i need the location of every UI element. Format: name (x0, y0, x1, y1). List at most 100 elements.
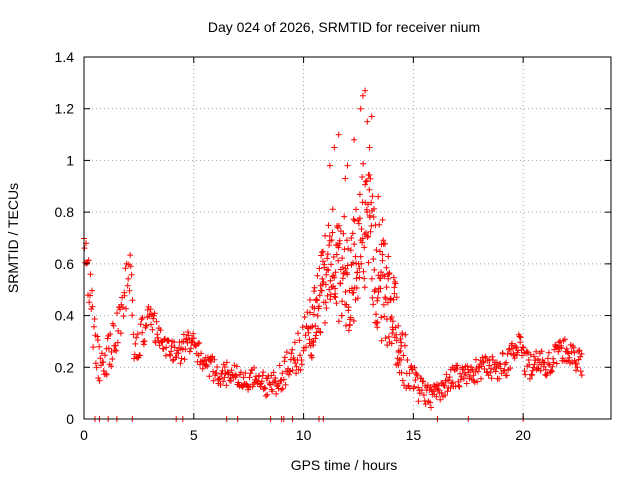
data-point (324, 266, 330, 273)
data-point (141, 338, 148, 345)
data-point (272, 378, 279, 385)
data-point (411, 383, 418, 390)
data-point (445, 377, 452, 384)
data-point (326, 242, 333, 249)
data-point (89, 303, 96, 310)
data-point (393, 294, 400, 301)
data-point (137, 352, 143, 359)
data-point (151, 310, 158, 317)
data-point (374, 294, 381, 301)
data-point (163, 344, 170, 351)
data-point (346, 322, 353, 329)
data-point (188, 339, 195, 346)
data-point (289, 367, 296, 374)
data-point (501, 367, 508, 374)
data-point (544, 355, 551, 362)
data-point (94, 337, 101, 344)
data-point (381, 313, 388, 320)
data-point (545, 349, 552, 356)
data-point (105, 345, 112, 352)
data-point (282, 381, 289, 388)
x-tick-label: 15 (406, 427, 422, 443)
data-point (215, 376, 222, 383)
data-point (533, 348, 540, 355)
data-point (168, 348, 175, 355)
data-point (577, 353, 584, 360)
data-point (251, 364, 258, 371)
data-point (443, 371, 450, 378)
data-point (369, 193, 376, 200)
data-point (223, 382, 230, 389)
data-point (350, 216, 357, 223)
data-point (519, 352, 525, 359)
data-point (374, 297, 381, 304)
data-point (550, 359, 557, 366)
data-point (211, 356, 218, 363)
data-point (392, 280, 399, 287)
data-point (331, 144, 338, 151)
data-point (107, 331, 114, 338)
data-point (415, 398, 422, 405)
data-point (382, 240, 388, 247)
data-point (412, 377, 419, 383)
data-point (402, 342, 408, 349)
data-point (133, 334, 140, 341)
data-point (553, 360, 560, 367)
data-point (109, 356, 116, 362)
data-point (397, 347, 404, 354)
data-point (206, 373, 213, 380)
data-point (384, 299, 391, 306)
data-point (89, 287, 95, 294)
data-point (373, 320, 380, 326)
data-point (92, 360, 99, 367)
data-point (127, 252, 134, 259)
data-point (503, 359, 510, 366)
y-tick-label: 0.6 (55, 256, 75, 272)
data-point (381, 273, 388, 280)
data-point (288, 350, 295, 357)
data-point (335, 257, 342, 264)
data-point (574, 364, 581, 371)
data-point (223, 359, 230, 366)
data-point (454, 362, 461, 369)
data-point (340, 230, 347, 237)
data-point (171, 339, 178, 346)
data-point (289, 346, 296, 353)
data-point (496, 375, 503, 382)
data-point (262, 393, 269, 399)
data-point (390, 296, 397, 303)
data-point (279, 385, 286, 392)
data-point (531, 361, 538, 368)
data-point (221, 364, 228, 370)
data-point (87, 271, 94, 278)
data-point (397, 335, 404, 342)
data-point (103, 371, 110, 378)
data-point (363, 229, 369, 236)
data-point (260, 386, 267, 393)
data-point (264, 391, 271, 398)
data-point (365, 259, 372, 266)
data-point (100, 359, 107, 366)
data-point (534, 365, 541, 372)
data-point (148, 321, 154, 328)
data-point (486, 362, 493, 369)
data-point (446, 374, 453, 381)
data-point (310, 342, 317, 349)
data-point (242, 370, 249, 377)
data-point (96, 343, 103, 350)
data-point (350, 259, 356, 266)
data-point (258, 378, 265, 385)
data-point (113, 347, 120, 354)
data-point (325, 222, 332, 229)
data-point (545, 361, 552, 367)
data-point (365, 233, 372, 240)
data-point (308, 354, 315, 361)
data-point (335, 131, 342, 138)
data-point (260, 369, 267, 376)
data-point (368, 222, 375, 229)
data-point (559, 355, 566, 362)
data-point (139, 314, 146, 321)
data-point (361, 231, 368, 238)
data-point (190, 330, 197, 337)
data-point (373, 311, 379, 318)
